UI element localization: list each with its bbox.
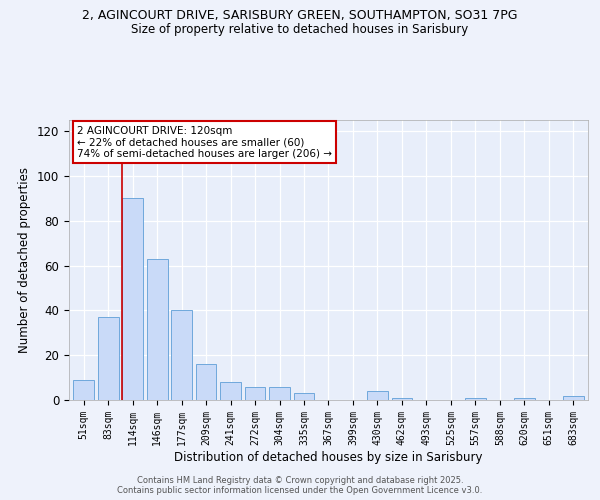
Bar [563,396,584,400]
Bar [269,386,290,400]
Bar [367,391,388,400]
Text: 2 AGINCOURT DRIVE: 120sqm
← 22% of detached houses are smaller (60)
74% of semi-: 2 AGINCOURT DRIVE: 120sqm ← 22% of detac… [77,126,332,159]
Bar [514,398,535,400]
Bar [98,317,119,400]
Text: Size of property relative to detached houses in Sarisbury: Size of property relative to detached ho… [131,22,469,36]
Bar [122,198,143,400]
Bar [220,382,241,400]
Bar [465,398,486,400]
Bar [171,310,192,400]
Y-axis label: Number of detached properties: Number of detached properties [19,167,31,353]
Bar [73,380,94,400]
Text: Contains HM Land Registry data © Crown copyright and database right 2025.: Contains HM Land Registry data © Crown c… [137,476,463,485]
Bar [392,398,412,400]
Bar [245,386,265,400]
Bar [147,259,167,400]
Bar [293,394,314,400]
Text: 2, AGINCOURT DRIVE, SARISBURY GREEN, SOUTHAMPTON, SO31 7PG: 2, AGINCOURT DRIVE, SARISBURY GREEN, SOU… [82,9,518,22]
Bar [196,364,217,400]
Text: Contains public sector information licensed under the Open Government Licence v3: Contains public sector information licen… [118,486,482,495]
X-axis label: Distribution of detached houses by size in Sarisbury: Distribution of detached houses by size … [174,450,483,464]
